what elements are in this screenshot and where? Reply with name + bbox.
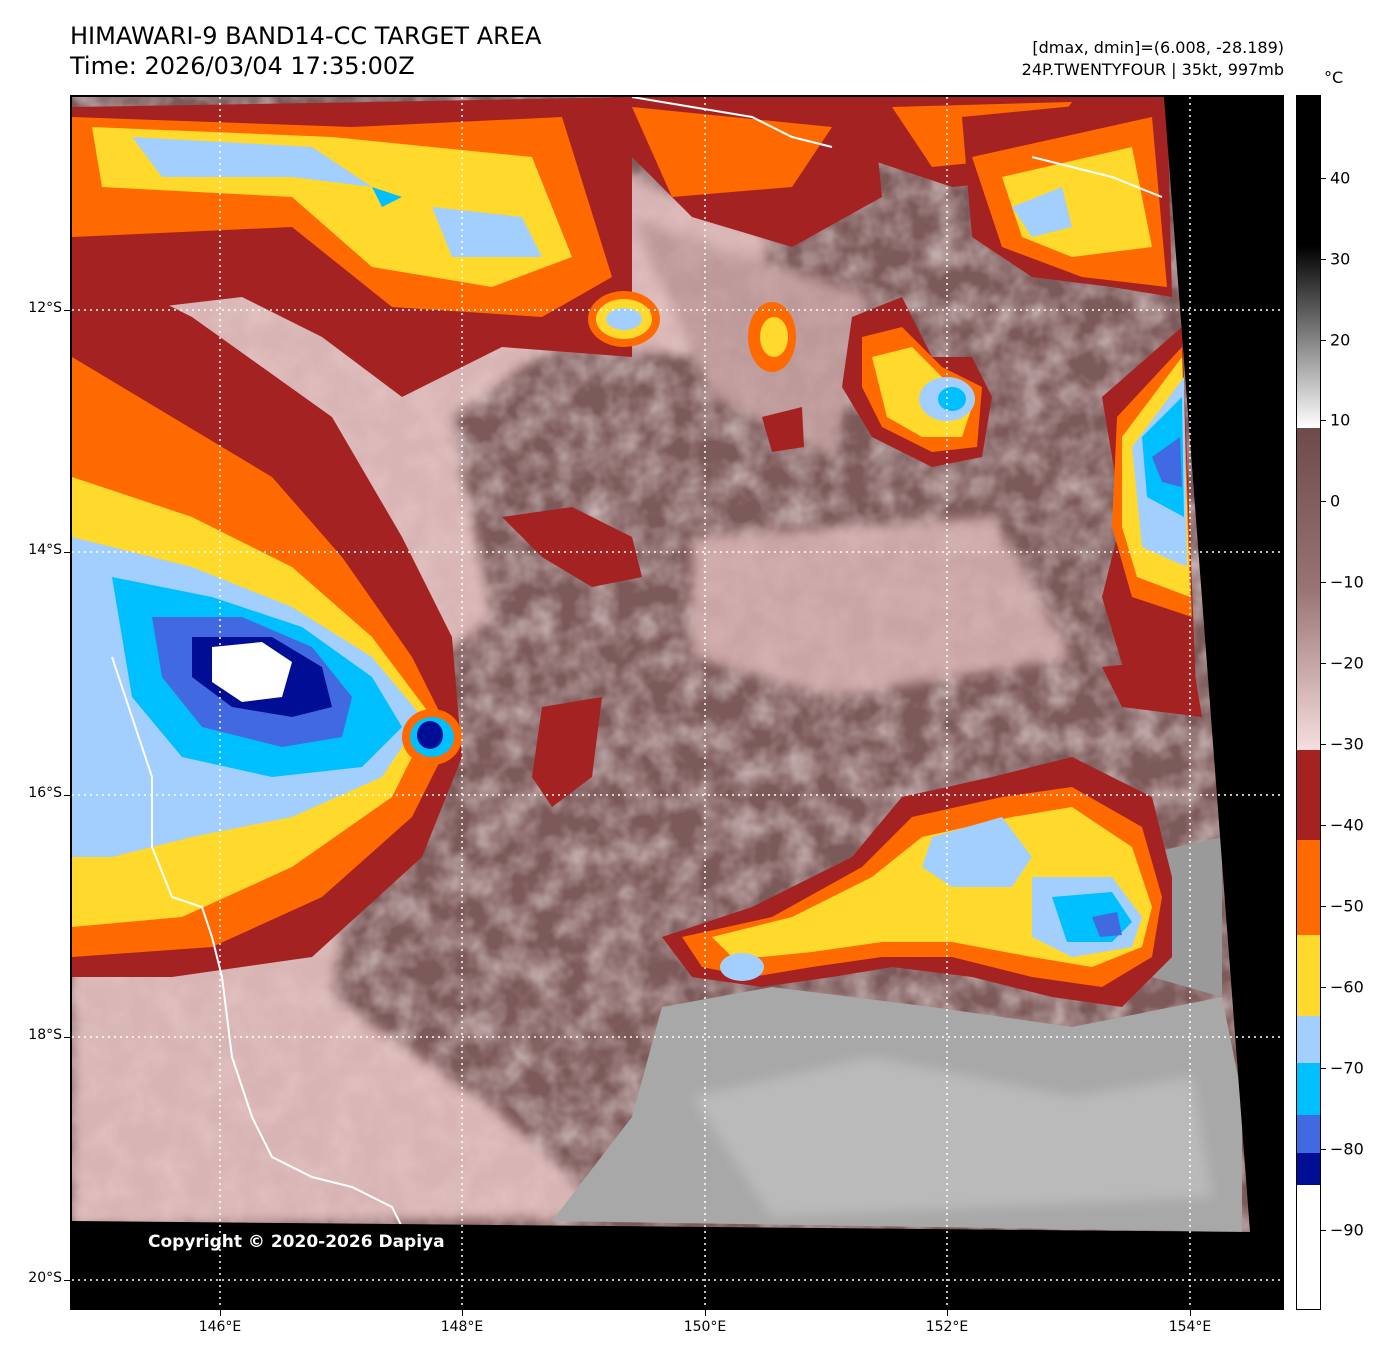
colorbar-label: −50 <box>1330 896 1364 916</box>
lat-tick-16s: 16°S <box>28 785 62 801</box>
colorbar-tick <box>1321 987 1326 988</box>
colorbar-tick <box>1321 259 1326 260</box>
lon-tick-148e: 148°E <box>440 1319 484 1335</box>
north-convection <box>72 97 632 397</box>
colorbar-label: −70 <box>1330 1058 1364 1078</box>
colorbar-gradient <box>1297 96 1320 1309</box>
lat-tickmark <box>64 310 70 311</box>
lat-tickmark <box>64 552 70 553</box>
lon-tickmark <box>462 1310 463 1316</box>
lat-tickmark <box>64 1280 70 1281</box>
lon-tickmark <box>220 1310 221 1316</box>
southeast-mcs <box>662 757 1172 1007</box>
west-mcs <box>72 257 462 977</box>
map-time: Time: 2026/03/04 17:35:00Z <box>70 52 415 80</box>
colorbar <box>1296 95 1321 1310</box>
colorbar-label: 20 <box>1330 330 1351 350</box>
lon-tickmark <box>1190 1310 1191 1316</box>
colorbar-tick <box>1321 501 1326 502</box>
storm-info: 24P.TWENTYFOUR | 35kt, 997mb <box>1021 60 1284 79</box>
east-edge-convection <box>1102 327 1202 717</box>
lon-tick-152e: 152°E <box>925 1319 969 1335</box>
colorbar-label: −90 <box>1330 1220 1364 1240</box>
gridlines <box>72 97 1282 1308</box>
colorbar-label: 0 <box>1330 491 1341 511</box>
map-title: HIMAWARI-9 BAND14-CC TARGET AREA <box>70 22 542 50</box>
data-range-info: [dmax, dmin]=(6.008, -28.189) <box>1032 38 1284 57</box>
colorbar-tick <box>1321 1149 1326 1150</box>
colorbar-label: −60 <box>1330 977 1364 997</box>
satellite-imagery <box>72 97 1282 1308</box>
lon-tickmark <box>705 1310 706 1316</box>
lon-tickmark <box>947 1310 948 1316</box>
northeast-convection <box>962 97 1172 297</box>
lat-tickmark <box>64 795 70 796</box>
colorbar-tick <box>1321 906 1326 907</box>
lon-tick-146e: 146°E <box>198 1319 242 1335</box>
colorbar-tick <box>1321 420 1326 421</box>
colorbar-tick <box>1321 825 1326 826</box>
lat-tick-18s: 18°S <box>28 1027 62 1043</box>
lat-tickmark <box>64 1037 70 1038</box>
colorbar-tick <box>1321 340 1326 341</box>
colorbar-tick <box>1321 1068 1326 1069</box>
colorbar-label: 10 <box>1330 410 1351 430</box>
colorbar-tick <box>1321 582 1326 583</box>
colorbar-label: −30 <box>1330 734 1364 754</box>
colorbar-tick <box>1321 744 1326 745</box>
colorbar-label: 40 <box>1330 168 1351 188</box>
colorbar-tick <box>1321 663 1326 664</box>
colorbar-label: 30 <box>1330 249 1351 269</box>
lon-tick-154e: 154°E <box>1168 1319 1212 1335</box>
colorbar-tick <box>1321 1230 1326 1231</box>
colorbar-tick <box>1321 178 1326 179</box>
colorbar-label: −40 <box>1330 815 1364 835</box>
satellite-map[interactable]: Copyright © 2020-2026 Dapiya <box>70 95 1284 1310</box>
colorbar-label: −10 <box>1330 572 1364 592</box>
lat-tick-20s: 20°S <box>28 1270 62 1286</box>
colorbar-label: −80 <box>1330 1139 1364 1159</box>
colorbar-label: −20 <box>1330 653 1364 673</box>
copyright-text: Copyright © 2020-2026 Dapiya <box>148 1232 445 1252</box>
central-east-convection <box>842 297 992 467</box>
lon-tick-150e: 150°E <box>683 1319 727 1335</box>
lat-tick-12s: 12°S <box>28 300 62 316</box>
central-patches <box>502 507 642 807</box>
lat-tick-14s: 14°S <box>28 542 62 558</box>
colorbar-unit: °C <box>1324 68 1344 87</box>
